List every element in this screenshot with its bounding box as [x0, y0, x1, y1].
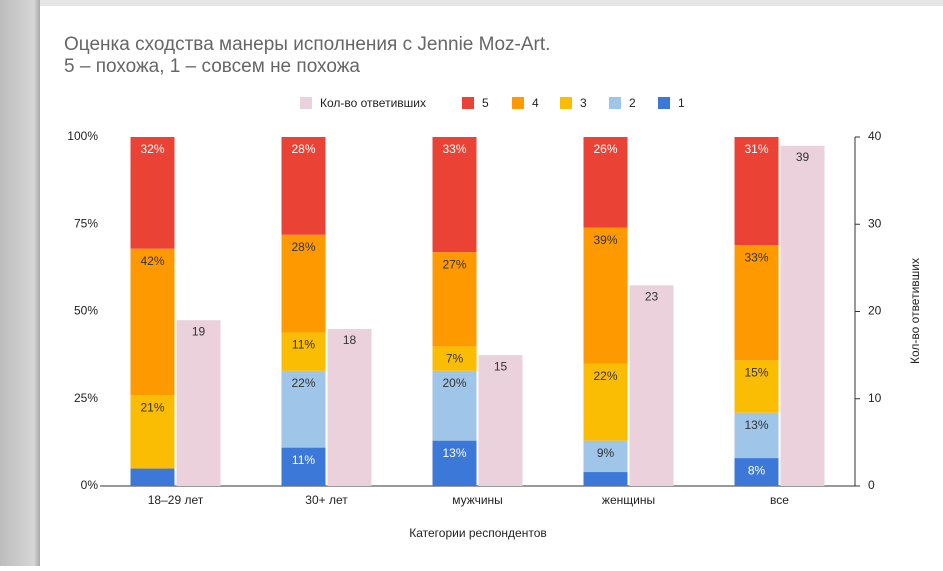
- data-label: 33%: [744, 250, 768, 264]
- data-label: 22%: [593, 369, 617, 383]
- legend-swatch: [512, 97, 524, 109]
- y2-tick-label: 10: [868, 391, 882, 405]
- data-label: 23: [645, 289, 659, 303]
- data-label: 13%: [744, 418, 768, 432]
- y2-tick-label: 20: [868, 304, 882, 318]
- data-label: 32%: [140, 142, 164, 156]
- stack-segment: [583, 363, 628, 441]
- data-label: 28%: [291, 142, 315, 156]
- legend-swatch: [300, 97, 312, 109]
- y-tick-label: 75%: [74, 216, 98, 230]
- x-tick-label: мужчины: [452, 493, 503, 507]
- chart-title: Оценка сходства манеры исполнения с Jenn…: [64, 34, 550, 55]
- data-label: 9%: [597, 446, 615, 460]
- y-tick-label: 50%: [74, 304, 98, 318]
- y2-axis-title: Кол-во ответивших: [908, 258, 922, 364]
- legend-label: 2: [629, 96, 636, 110]
- data-label: 7%: [446, 352, 464, 366]
- shadow: [0, 0, 40, 566]
- chart-subtitle: 5 – похожа, 1 – совсем не похожа: [64, 56, 360, 77]
- data-label: 39: [796, 150, 810, 164]
- data-label: 19: [192, 324, 206, 338]
- stack-segment: [734, 137, 779, 246]
- stack-segment: [432, 252, 477, 347]
- data-label: 21%: [140, 400, 164, 414]
- data-label: 15%: [744, 366, 768, 380]
- legend-swatch: [609, 97, 621, 109]
- x-axis-title: Категории респондентов: [409, 526, 547, 540]
- stack-segment: [734, 412, 779, 459]
- stack-segment: [130, 395, 175, 469]
- stack-segment: [583, 227, 628, 364]
- x-tick-label: женщины: [602, 493, 655, 507]
- stack-segment: [432, 346, 477, 371]
- stack-segment: [130, 468, 175, 486]
- legend-label: 4: [532, 96, 539, 110]
- legend-label: 1: [678, 96, 685, 110]
- data-label: 33%: [442, 142, 466, 156]
- legend-swatch: [560, 97, 572, 109]
- x-tick-label: 30+ лет: [305, 493, 348, 507]
- x-tick-label: все: [770, 493, 789, 507]
- count-bar: [780, 145, 825, 486]
- stack-segment: [281, 137, 326, 235]
- stack-segment: [281, 370, 326, 448]
- data-label: 27%: [442, 257, 466, 271]
- legend-swatch: [658, 97, 670, 109]
- stack-segment: [281, 447, 326, 486]
- stack-segment: [734, 458, 779, 486]
- stack-segment: [130, 248, 175, 396]
- data-label: 20%: [442, 376, 466, 390]
- data-label: 15: [494, 359, 508, 373]
- data-label: 18: [343, 333, 357, 347]
- data-label: 11%: [292, 453, 315, 467]
- legend-label: 3: [580, 96, 587, 110]
- stack-segment: [734, 360, 779, 413]
- y2-tick-label: 30: [868, 216, 882, 230]
- count-bar: [176, 320, 221, 486]
- x-tick-label: 18–29 лет: [148, 493, 204, 507]
- y2-tick-label: 40: [868, 129, 882, 143]
- data-label: 39%: [593, 233, 617, 247]
- data-label: 8%: [748, 463, 766, 477]
- stack-segment: [734, 245, 779, 361]
- stack-segment: [583, 137, 628, 228]
- data-label: 42%: [140, 254, 164, 268]
- legend-swatch: [462, 97, 474, 109]
- stack-segment: [432, 370, 477, 441]
- y-tick-label: 0%: [81, 478, 99, 492]
- stack-segment: [130, 137, 175, 249]
- legend-label: 5: [482, 96, 489, 110]
- y-tick-label: 100%: [67, 129, 98, 143]
- data-label: 31%: [744, 142, 768, 156]
- stack-segment: [281, 234, 326, 333]
- stack-segment: [432, 440, 477, 486]
- data-label: 28%: [291, 240, 315, 254]
- stack-segment: [432, 137, 477, 253]
- stack-segment: [583, 440, 628, 473]
- legend-label: Кол-во ответивших: [320, 96, 426, 110]
- y-tick-label: 25%: [74, 391, 98, 405]
- data-label: 22%: [291, 376, 315, 390]
- count-bar: [327, 328, 372, 486]
- count-bar: [629, 285, 674, 486]
- count-bar: [478, 355, 523, 486]
- y2-tick-label: 0: [868, 478, 875, 492]
- data-label: 11%: [292, 338, 315, 352]
- data-label: 26%: [593, 142, 617, 156]
- data-label: 13%: [442, 446, 466, 460]
- stack-segment: [583, 472, 628, 486]
- stack-segment: [281, 332, 326, 371]
